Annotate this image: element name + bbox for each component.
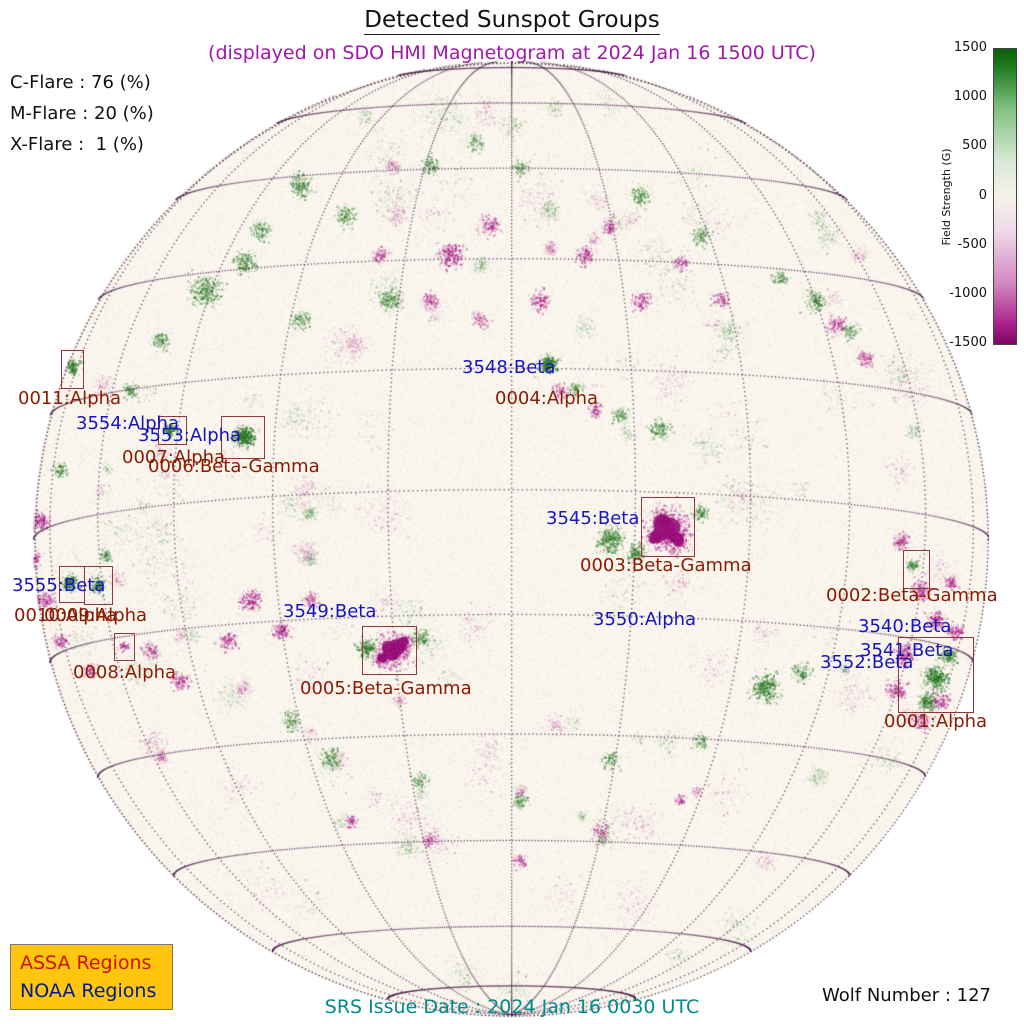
assa-region-label: 0010:Alpha <box>14 605 118 626</box>
noaa-region-label: 3548:Beta <box>462 357 556 378</box>
region-box <box>61 350 84 389</box>
page-title: Detected Sunspot Groups <box>0 7 1024 35</box>
colorbar-tick: 1000 <box>953 89 987 105</box>
region-box <box>158 416 187 445</box>
colorbar-tick: 0 <box>978 187 987 203</box>
noaa-region-label: 3550:Alpha <box>593 609 697 630</box>
srs-issue-date: SRS Issue Date : 2024 Jan 16 0030 UTC <box>324 996 700 1018</box>
noaa-region-label: 3555:Beta <box>12 575 106 596</box>
colorbar-tick: -1000 <box>949 285 987 301</box>
legend: ASSA Regions NOAA Regions <box>10 944 173 1010</box>
noaa-region-label: 3540:Beta <box>858 616 952 637</box>
page-title-text: Detected Sunspot Groups <box>364 7 660 35</box>
noaa-region-label: 3549:Beta <box>283 601 377 622</box>
page-subtitle: (displayed on SDO HMI Magnetogram at 202… <box>208 42 816 64</box>
region-box <box>221 416 265 459</box>
legend-assa-label: ASSA Regions <box>20 952 152 974</box>
assa-region-label: 0006:Beta-Gamma <box>148 456 320 477</box>
assa-region-label: 0007:Alpha <box>122 447 226 468</box>
assa-region-label: 0001:Alpha <box>884 711 988 732</box>
assa-region-label: 0003:Beta-Gamma <box>580 555 752 576</box>
assa-region-label: 0005:Beta-Gamma <box>300 678 472 699</box>
colorbar-gradient <box>993 48 1017 345</box>
region-box <box>84 566 113 605</box>
noaa-region-label: 3552:Beta <box>820 652 914 673</box>
assa-region-label: 0004:Alpha <box>495 388 599 409</box>
noaa-region-label: 3553:Alpha <box>138 425 242 446</box>
region-box <box>903 550 930 589</box>
region-box <box>362 626 417 675</box>
colorbar-tick: 1500 <box>953 40 987 55</box>
colorbar-tick: -500 <box>957 236 987 252</box>
assa-region-label: 0009:Alpha <box>44 605 148 626</box>
wolf-number: Wolf Number : 127 <box>822 985 991 1006</box>
m-flare-probability: M-Flare : 20 (%) <box>10 103 154 124</box>
assa-region-label: 0008:Alpha <box>73 662 177 683</box>
noaa-region-label: 3545:Beta <box>546 508 640 529</box>
region-box <box>898 637 974 713</box>
c-flare-probability: C-Flare : 76 (%) <box>10 72 151 93</box>
x-flare-probability: X-Flare : 1 (%) <box>10 134 144 155</box>
region-box <box>641 497 695 557</box>
region-box <box>114 633 135 661</box>
assa-region-label: 0011:Alpha <box>18 388 122 409</box>
colorbar-tick: 500 <box>962 138 987 154</box>
legend-noaa-label: NOAA Regions <box>20 980 157 1002</box>
colorbar-tick: -1500 <box>949 335 987 350</box>
noaa-region-label: 3554:Alpha <box>76 413 180 434</box>
noaa-region-label: 3541:Beta <box>860 640 954 661</box>
assa-region-label: 0002:Beta-Gamma <box>826 585 998 606</box>
